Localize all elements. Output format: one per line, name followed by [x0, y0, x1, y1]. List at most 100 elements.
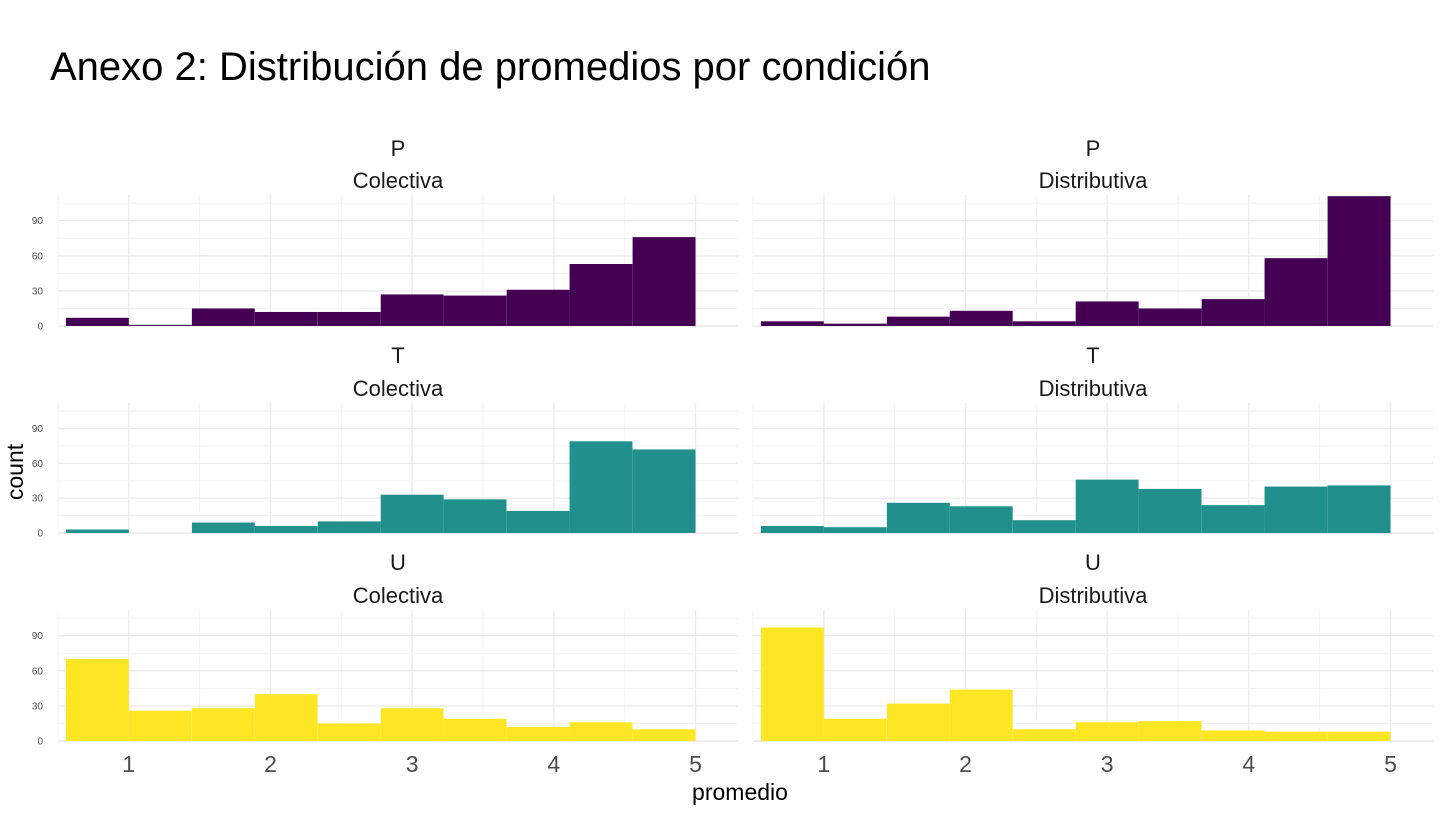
- histogram-bar: [65, 659, 129, 741]
- strip-label-row: U: [1085, 550, 1101, 575]
- histogram-bar: [1012, 729, 1076, 741]
- histogram-bar: [506, 510, 570, 533]
- histogram-bar: [760, 526, 824, 533]
- histogram-bar: [886, 703, 950, 741]
- histogram-bar: [569, 264, 633, 326]
- histogram-bar: [380, 494, 444, 533]
- histogram-bar: [443, 718, 507, 741]
- strip-label-row: P: [1086, 136, 1101, 161]
- x-axis-label: promedio: [692, 779, 788, 805]
- histogram-bar: [1012, 520, 1076, 533]
- histogram-bar: [191, 708, 255, 741]
- histogram-bar: [506, 726, 570, 741]
- histogram-bar: [569, 722, 633, 741]
- histogram-bar: [823, 323, 887, 326]
- y-tick-label: 90: [32, 216, 44, 227]
- panel-u-colectiva: 0 30 60 90 U Colectiva: [32, 550, 738, 748]
- y-tick-label: 30: [32, 286, 44, 297]
- histogram-bar: [317, 723, 381, 741]
- x-tick-label: 1: [122, 751, 135, 777]
- histogram-bar: [65, 529, 129, 533]
- y-tick-label: 0: [37, 322, 43, 333]
- x-tick-label: 2: [959, 751, 972, 777]
- histogram-bar: [1201, 505, 1265, 533]
- histogram-bar: [1138, 721, 1202, 741]
- histogram-bar: [949, 506, 1013, 533]
- strip-label-row: T: [391, 343, 404, 368]
- histogram-bar: [380, 294, 444, 326]
- histogram-bar: [823, 718, 887, 741]
- histogram-bar: [1075, 301, 1139, 326]
- histogram-bar: [1327, 731, 1391, 741]
- histogram-bar: [506, 289, 570, 326]
- histogram-bar: [1327, 485, 1391, 533]
- histogram-bar: [254, 694, 318, 741]
- histogram-bar: [128, 324, 192, 326]
- histogram-bar: [1012, 321, 1076, 326]
- strip-label-col: Distributiva: [1039, 168, 1149, 193]
- histogram-bar: [886, 502, 950, 533]
- y-tick-label: 0: [37, 737, 43, 748]
- x-tick-label: 4: [1242, 751, 1255, 777]
- strip-label-col: Distributiva: [1039, 583, 1149, 608]
- strip-label-row: T: [1086, 343, 1099, 368]
- histogram-bar: [1201, 299, 1265, 326]
- y-tick-label: 90: [32, 631, 44, 642]
- histogram-bar: [632, 237, 696, 326]
- histogram-bar: [886, 316, 950, 326]
- histogram-bar: [949, 689, 1013, 741]
- histogram-bar: [1138, 488, 1202, 533]
- panel-p-distributiva: P Distributiva: [752, 136, 1433, 327]
- histogram-bar: [1201, 730, 1265, 741]
- histogram-bar: [191, 522, 255, 533]
- histogram-bar: [632, 729, 696, 741]
- x-tick-label: 2: [264, 751, 277, 777]
- histogram-bar: [254, 311, 318, 326]
- y-tick-label: 90: [32, 424, 44, 435]
- histogram-bar: [1264, 258, 1328, 326]
- y-tick-label: 30: [32, 701, 44, 712]
- panel-t-distributiva: T Distributiva: [752, 343, 1433, 534]
- histogram-bar: [1264, 731, 1328, 741]
- x-tick-label: 3: [1101, 751, 1114, 777]
- x-tick-label: 5: [1384, 751, 1397, 777]
- chart-title: Anexo 2: Distribución de promedios por c…: [50, 45, 931, 89]
- x-tick-label: 5: [689, 751, 702, 777]
- histogram-bar: [760, 321, 824, 326]
- y-tick-label: 60: [32, 459, 44, 470]
- strip-label-col: Colectiva: [353, 376, 444, 401]
- histogram-bar: [1264, 486, 1328, 533]
- histogram-bar: [632, 449, 696, 533]
- histogram-bar: [128, 710, 192, 741]
- histogram-bar: [443, 499, 507, 533]
- histogram-bar: [760, 627, 824, 741]
- x-tick-label: 4: [547, 751, 560, 777]
- y-tick-label: 30: [32, 494, 44, 505]
- y-axis-label: count: [2, 443, 28, 500]
- y-tick-label: 60: [32, 666, 44, 677]
- x-tick-label: 3: [406, 751, 419, 777]
- histogram-bar: [65, 317, 129, 326]
- histogram-bar: [191, 308, 255, 326]
- histogram-bar: [1327, 196, 1391, 326]
- panel-u-distributiva: U Distributiva: [752, 550, 1433, 742]
- strip-label-row: P: [391, 136, 406, 161]
- x-tick-label: 1: [817, 751, 830, 777]
- y-tick-label: 0: [37, 529, 43, 540]
- strip-label-col: Colectiva: [353, 583, 444, 608]
- strip-label-row: U: [390, 550, 406, 575]
- histogram-bar: [569, 441, 633, 533]
- histogram-bar: [317, 521, 381, 533]
- histogram-bar: [254, 526, 318, 533]
- strip-label-col: Distributiva: [1039, 376, 1149, 401]
- panels-layer: 0 30 60 90 P Colectiva P Distributiva 0 30 60 90 T Co…: [32, 136, 1433, 748]
- strip-label-col: Colectiva: [353, 168, 444, 193]
- histogram-bar: [1075, 722, 1139, 741]
- histogram-bar: [949, 310, 1013, 326]
- panel-p-colectiva: 0 30 60 90 P Colectiva: [32, 136, 738, 333]
- histogram-bar: [1075, 479, 1139, 533]
- x-axis: 1 2 3 4 5 1 2 3 4 5: [122, 751, 1396, 777]
- histogram-bar: [443, 295, 507, 326]
- y-tick-label: 60: [32, 251, 44, 262]
